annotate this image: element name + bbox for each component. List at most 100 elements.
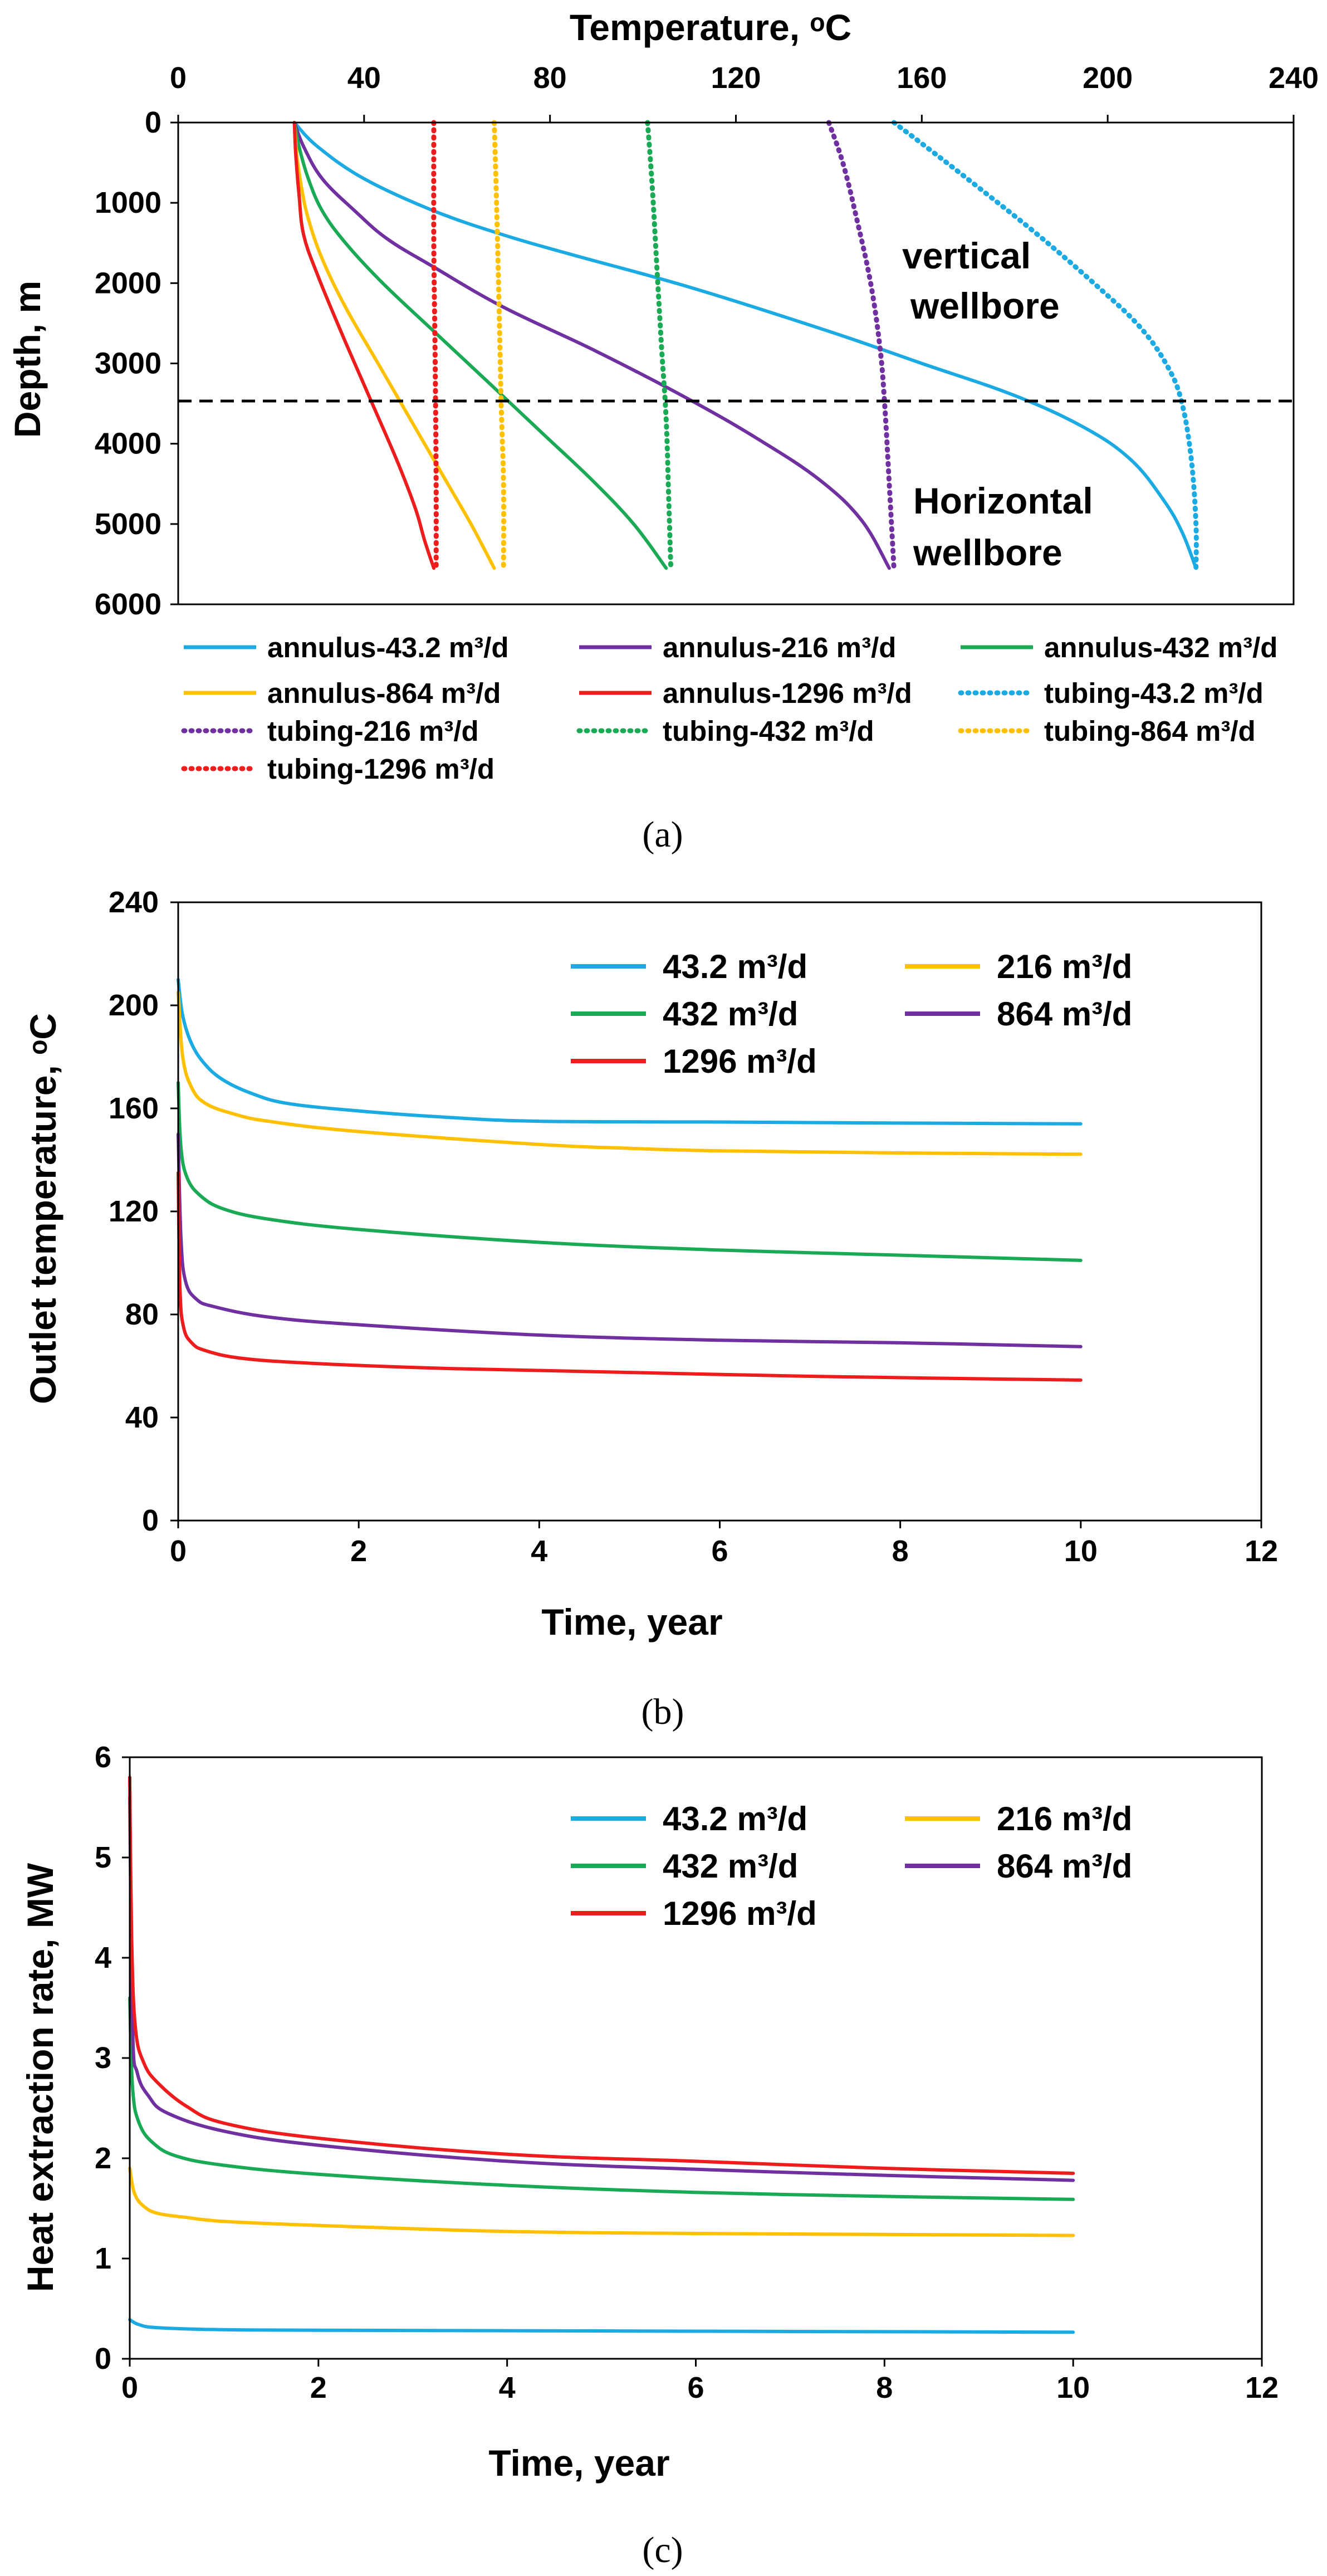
panel-c-series-lines [128,1776,1075,2334]
panel-a-legend: annulus-43.2 m³/d annulus-216 m³/d annul… [181,632,1277,785]
panel-c-y-tick-label-0: 0 [95,2342,111,2375]
legend-label-annulus-432: annulus-432 m³/d [1044,632,1277,663]
panel-b-series-864-m-d [177,1132,1083,1348]
panel-a-series-annulus-43-2-m-d [292,121,1198,570]
legend-c-label-432: 432 m³/d [663,1847,798,1885]
panel-a-x-tick-label-40: 40 [347,61,381,95]
panel-c-x-axis-title: Time, year [488,2442,669,2484]
panel-b-y-tick-label-80: 80 [125,1298,159,1331]
panel-c-y-tick-label-3: 3 [95,2041,111,2075]
legend-label-tubing-216: tubing-216 m³/d [267,715,479,747]
panel-b-series-432-m-d [177,1081,1083,1262]
panel-b-x-ticks: 0 2 4 6 8 10 12 [170,1521,1278,1568]
panel-a-series-tubing-43-2-m-d [891,120,1199,571]
panel-b-y-tick-label-40: 40 [125,1401,159,1434]
legend-item-tubing-216: tubing-216 m³/d [181,715,479,747]
panel-a-annotation-vertical: vertical [902,235,1031,276]
legend-item-tubing-1296: tubing-1296 m³/d [181,753,494,785]
legend-c-item-864: 864 m³/d [905,1847,1132,1885]
legend-c-label-864: 864 m³/d [997,1847,1132,1885]
panel-a-y-tick-label-5000: 5000 [95,507,161,541]
legend-label-tubing-43-2: tubing-43.2 m³/d [1044,677,1264,709]
panel-c-y-axis-title: Heat extraction rate, MW [19,1863,61,2292]
legend-b-label-43-2: 43.2 m³/d [663,948,807,985]
panel-b-series-216-m-d [177,990,1083,1156]
panel-c-x-tick-label-8: 8 [876,2371,893,2404]
panel-a-x-tick-label-200: 200 [1083,61,1133,95]
panel-c-y-ticks: 0 1 2 3 4 5 6 [95,1741,130,2375]
panel-b-x-tick-label-6: 6 [711,1534,728,1568]
panel-a-plot-frame [177,121,1295,605]
legend-label-tubing-864: tubing-864 m³/d [1044,715,1256,747]
panel-a-x-tick-label-80: 80 [533,61,567,95]
panel-c-series-864-m-d [128,1796,1075,2182]
panel-c-legend: 43.2 m³/d 216 m³/d 432 m³/d 864 m³/d 129… [571,1800,1132,1932]
panel-a-y-tick-label-1000: 1000 [95,186,161,219]
legend-b-label-1296: 1296 m³/d [663,1043,817,1080]
panel-c-x-tick-label-2: 2 [310,2371,327,2404]
panel-b-x-axis-title: Time, year [541,1601,722,1643]
legend-c-item-1296: 1296 m³/d [571,1895,817,1932]
panel-c-x-ticks: 0 2 4 6 8 10 12 [121,2359,1279,2404]
panel-b-y-axis-title: Outlet temperature, ᵒC [22,1013,63,1404]
panel-b-x-tick-label-8: 8 [892,1534,909,1568]
legend-label-annulus-216: annulus-216 m³/d [663,632,896,663]
legend-b-item-216: 216 m³/d [905,948,1132,985]
panel-a-series-annulus-216-m-d [292,121,891,570]
panel-b-x-tick-label-0: 0 [170,1534,187,1568]
panel-c-series-1296-m-d [128,1776,1075,2175]
panel-b-caption: (b) [642,1692,684,1732]
legend-b-item-864: 864 m³/d [905,995,1132,1033]
panel-a-series-lines [292,120,1199,571]
panel-a-x-tick-label-120: 120 [711,61,761,95]
panel-c-y-tick-label-6: 6 [95,1741,111,1774]
panel-a-x-ticks: 0 40 80 120 160 200 240 [170,61,1319,123]
panel-b-y-tick-label-200: 200 [109,989,159,1022]
legend-c-label-1296: 1296 m³/d [663,1895,817,1932]
panel-b-x-tick-label-10: 10 [1064,1534,1098,1568]
legend-label-annulus-1296: annulus-1296 m³/d [663,677,912,709]
panel-a-x-tick-label-240: 240 [1269,61,1319,95]
panel-a-x-tick-label-160: 160 [897,61,947,95]
panel-b-y-tick-label-0: 0 [142,1504,159,1537]
panel-c-series-216-m-d [128,2167,1075,2237]
panel-b-series-1296-m-d [177,1171,1083,1382]
panel-a-series-tubing-216-m-d [826,120,897,571]
panel-a-series-annulus-864-m-d [292,121,496,570]
panel-c-x-tick-label-4: 4 [499,2371,516,2404]
legend-c-item-43-2: 43.2 m³/d [571,1800,807,1837]
legend-item-tubing-432: tubing-432 m³/d [576,715,874,747]
panel-c-y-tick-label-2: 2 [95,2142,111,2175]
panel-a-annotation-wellbore-1: wellbore [910,285,1060,326]
panel-b-x-tick-label-2: 2 [350,1534,367,1568]
legend-b-label-216: 216 m³/d [997,948,1132,985]
legend-item-annulus-43-2: annulus-43.2 m³/d [184,632,509,663]
panel-a-series-tubing-864-m-d [492,120,507,571]
legend-c-label-216: 216 m³/d [997,1800,1132,1837]
panel-a-caption: (a) [642,814,683,855]
panel-c-x-tick-label-0: 0 [121,2371,138,2404]
panel-a-series-tubing-1296-m-d [431,120,439,571]
panel-c-series-43-2-m-d [128,2318,1075,2334]
panel-c-x-tick-label-6: 6 [687,2371,704,2404]
panel-a: Temperature, ᵒC 0 40 80 120 160 200 240 0 1000 2… [7,7,1319,855]
panel-a-y-tick-label-0: 0 [145,106,161,139]
panel-c-y-tick-label-5: 5 [95,1841,111,1874]
legend-b-label-432: 432 m³/d [663,995,798,1033]
panel-b-y-ticks: 0 40 80 120 160 200 240 [109,886,178,1537]
legend-label-tubing-432: tubing-432 m³/d [663,715,874,747]
legend-item-tubing-43-2: tubing-43.2 m³/d [958,677,1264,709]
panel-a-series-annulus-432-m-d [292,121,668,570]
panel-a-series-annulus-1296-m-d [292,121,435,570]
legend-item-tubing-864: tubing-864 m³/d [958,715,1256,747]
legend-item-annulus-1296: annulus-1296 m³/d [579,677,912,709]
panel-b-x-tick-label-4: 4 [531,1534,547,1568]
panel-a-annotation-horizontal: Horizontal [913,480,1093,521]
panel-b-plot-frame [177,901,1262,1522]
panel-a-y-axis-title: Depth, m [7,281,48,438]
legend-b-item-43-2: 43.2 m³/d [571,948,807,985]
panel-b-legend: 43.2 m³/d 216 m³/d 432 m³/d 864 m³/d 129… [571,948,1132,1080]
panel-c-caption: (c) [642,2530,683,2570]
